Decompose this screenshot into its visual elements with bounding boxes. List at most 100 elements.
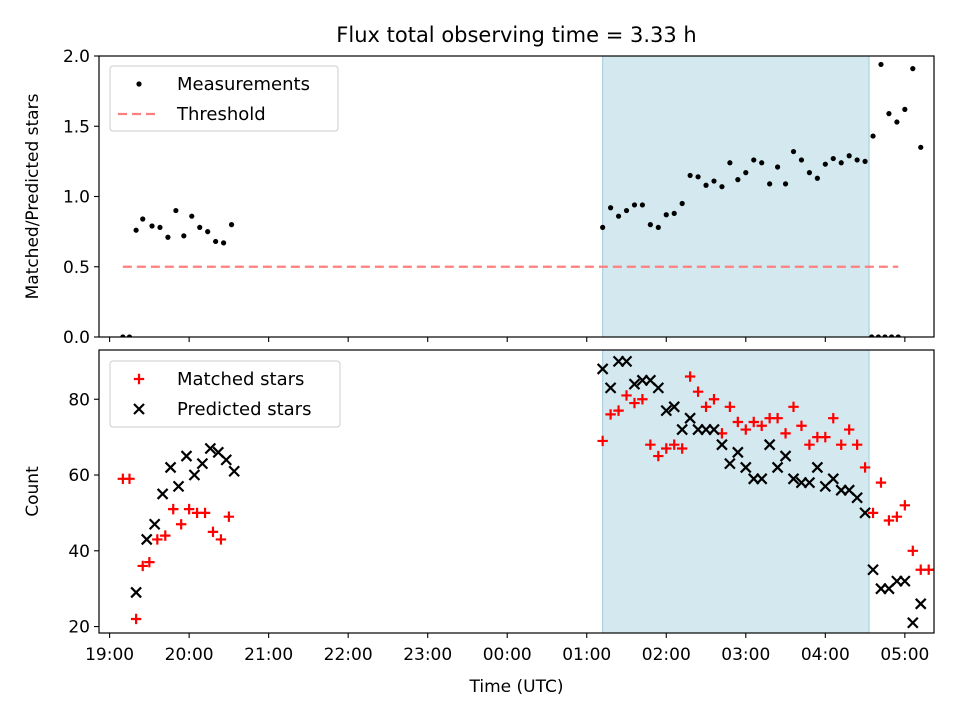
matched-stars-point: [939, 565, 949, 575]
measurements-point: [838, 160, 844, 166]
measurements-point: [213, 238, 219, 245]
matched-stars-point: [684, 371, 696, 382]
matched-stars-point: [661, 443, 672, 454]
matched-stars-point: [859, 462, 871, 473]
predicted-stars-point: [220, 454, 233, 466]
measurements-point: [875, 334, 881, 337]
matched-stars-point: [692, 386, 704, 397]
measurements-point: [695, 174, 701, 180]
predicted-stars-point: [914, 598, 927, 610]
measurements-point: [120, 334, 126, 337]
legend-label-threshold: Threshold: [176, 104, 266, 125]
y-tick-label: 80: [68, 390, 90, 410]
x-tick-label: 22:00: [324, 645, 373, 665]
predicted-stars-point: [660, 404, 673, 417]
matched-stars-point: [828, 412, 839, 424]
matched-stars-point: [645, 439, 656, 450]
predicted-stars-point: [204, 442, 217, 455]
x-tick-label: 21:00: [244, 645, 293, 665]
matched-stars-point: [780, 428, 791, 439]
plot-area: [120, 61, 924, 337]
predicted-stars-point: [859, 507, 871, 519]
measurements-point: [869, 334, 875, 337]
series-measurements: [120, 61, 924, 337]
axes-frame: [98, 349, 935, 634]
legend-label-matched-stars: Matched stars: [177, 369, 304, 390]
measurements-point: [854, 157, 860, 163]
matched-stars-point: [144, 556, 155, 568]
y-tick-label: 0.5: [63, 258, 90, 278]
measurements-point: [608, 205, 614, 211]
observing-window-span: [602, 350, 870, 633]
matched-stars-point: [788, 401, 799, 413]
x-tick-label: 00:00: [483, 645, 532, 665]
matched-stars-point: [820, 431, 831, 443]
legend-label-predicted-stars: Predicted stars: [177, 399, 311, 420]
matched-stars-point: [931, 568, 934, 571]
matched-stars-point: [152, 534, 163, 545]
measurements-point: [782, 181, 789, 187]
matched-stars-point: [669, 439, 680, 450]
y-axis-label: Count: [23, 466, 43, 517]
measurements-point: [902, 106, 908, 112]
matched-stars-point: [621, 390, 632, 401]
predicted-stars-point: [724, 457, 736, 470]
measurements-point: [767, 181, 773, 187]
legend: Matched stars Predicted stars: [109, 360, 341, 428]
measurements-point: [790, 148, 797, 155]
x-tick-label: 04:00: [801, 645, 850, 665]
predicted-stars-point: [811, 461, 824, 474]
series-predicted-stars: [130, 355, 927, 629]
matched-stars-point: [175, 519, 187, 530]
series-matched-stars: [117, 371, 949, 625]
observing-window-span: [602, 56, 870, 337]
x-tick-label: 19:00: [85, 645, 134, 665]
measurements-point: [631, 202, 638, 208]
measurements-point: [149, 223, 155, 229]
predicted-stars-point: [196, 457, 209, 470]
measurements-point: [671, 210, 677, 216]
predicted-stars-point: [779, 450, 792, 462]
predicted-stars-point: [787, 473, 800, 485]
y-tick-label: 1.0: [63, 188, 90, 208]
predicted-stars-point: [732, 446, 744, 459]
matched-stars-point: [796, 420, 807, 431]
predicted-stars-point: [755, 473, 768, 485]
matched-stars-point: [756, 420, 767, 431]
matched-stars-point: [804, 439, 815, 450]
matched-stars-point: [597, 435, 608, 447]
x-tick-label: 02:00: [642, 645, 691, 665]
predicted-stars-point: [164, 461, 177, 474]
legend-box: [109, 360, 341, 428]
predicted-stars-point: [156, 488, 169, 500]
matched-stars-point: [183, 503, 195, 515]
measurements-point: [703, 182, 709, 188]
measurements-point: [878, 61, 884, 68]
legend-label-measurements: Measurements: [177, 74, 310, 95]
measurements-point: [165, 234, 171, 240]
measurements-point: [814, 175, 820, 181]
predicted-stars-point: [148, 518, 161, 531]
measurements-point: [615, 213, 622, 219]
bottom-panel: 20 40 60 80 19:00 20:00 21:00 22:00 23:00 00:00 01…: [23, 349, 949, 697]
predicted-stars-point: [851, 491, 863, 504]
measurements-point: [173, 207, 179, 214]
measurements-point: [743, 170, 749, 176]
matched-stars-point: [629, 397, 640, 409]
measurements-point: [846, 153, 852, 159]
measurements-point: [806, 170, 813, 176]
predicted-stars-point: [803, 476, 816, 489]
measurements-point: [910, 66, 916, 72]
predicted-stars-point: [867, 563, 879, 576]
legend-matched-stars-swatch: [133, 373, 145, 385]
predicted-stars-point: [827, 473, 840, 485]
predicted-stars-point: [130, 586, 142, 599]
legend-predicted-stars-swatch: [133, 403, 145, 415]
measurements-point: [157, 224, 163, 231]
matched-stars-point: [748, 416, 759, 428]
measurements-point: [687, 172, 693, 179]
measurements-point: [862, 158, 868, 164]
predicted-stars-point: [228, 465, 240, 478]
measurements-point: [882, 334, 888, 337]
measurements-point: [830, 155, 836, 162]
